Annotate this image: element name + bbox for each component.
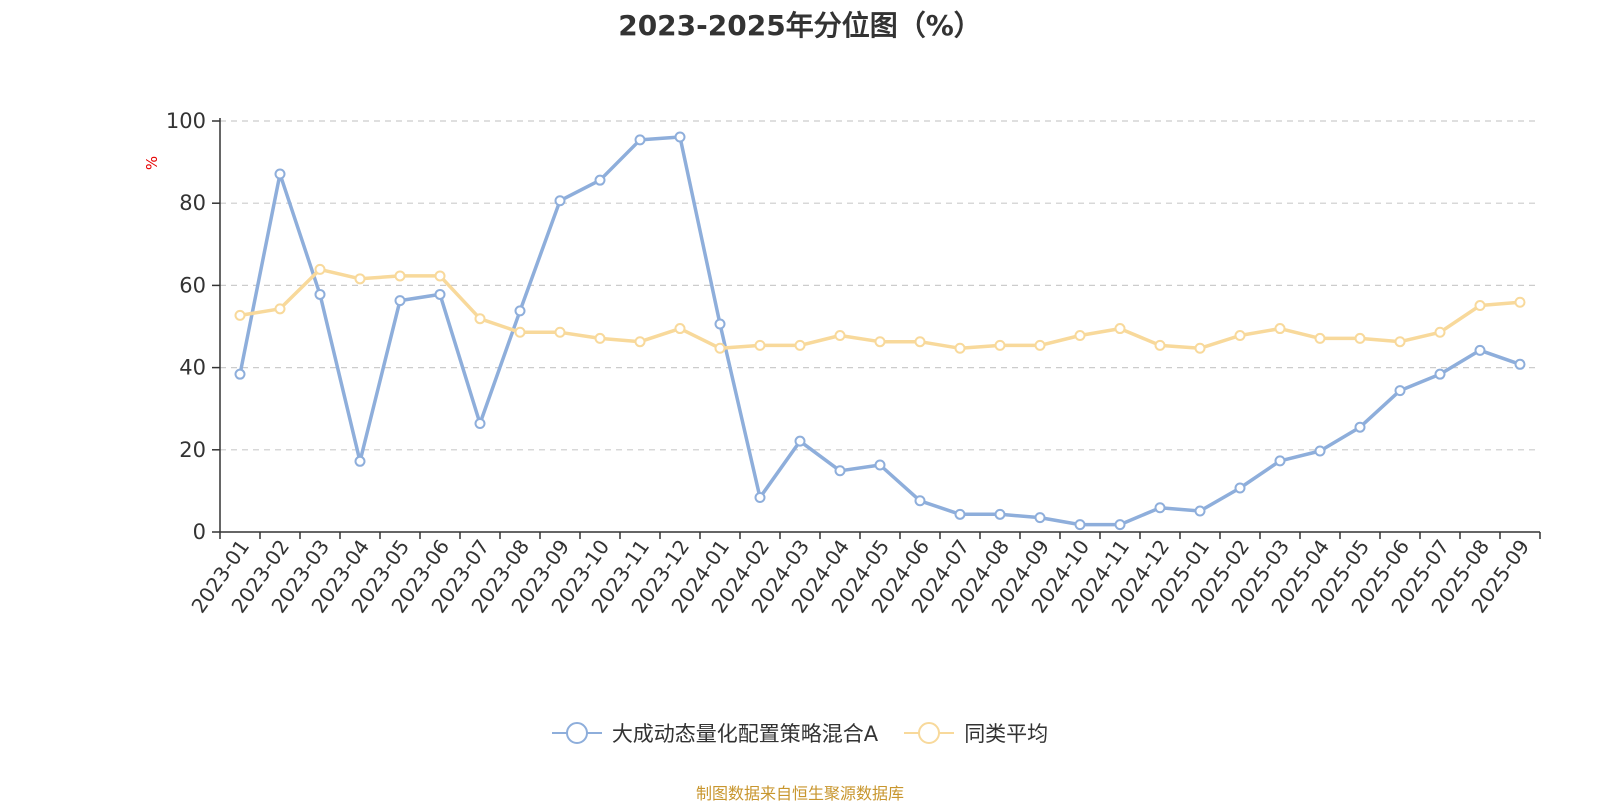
data-point-1: [794, 339, 806, 351]
data-point-1: [1234, 330, 1246, 342]
data-point-1: [994, 339, 1006, 351]
data-point-0: [754, 491, 766, 503]
data-point-0: [1074, 519, 1086, 531]
legend-label-average: 同类平均: [964, 722, 1049, 746]
grid-lines: [220, 120, 1540, 451]
data-point-1: [1274, 323, 1286, 335]
data-point-1: [514, 326, 526, 338]
data-point-1: [314, 263, 326, 275]
legend-item-average[interactable]: 同类平均: [904, 718, 1048, 748]
data-point-1: [1474, 300, 1486, 312]
y-tick-label: 0: [193, 520, 206, 544]
data-point-0: [1434, 368, 1446, 380]
data-point-0: [474, 417, 486, 429]
data-point-0: [954, 508, 966, 520]
data-point-0: [234, 368, 246, 380]
data-point-1: [1034, 339, 1046, 351]
data-point-1: [634, 336, 646, 348]
axes: 0204060801002023-012023-022023-032023-04…: [166, 109, 1541, 617]
data-point-0: [1234, 482, 1246, 494]
data-point-1: [1074, 330, 1086, 342]
data-point-0: [834, 465, 846, 477]
legend: 大成动态量化配置策略混合A 同类平均: [0, 718, 1600, 748]
data-point-0: [554, 195, 566, 207]
data-point-0: [1114, 519, 1126, 531]
data-point-1: [754, 339, 766, 351]
data-point-0: [354, 455, 366, 467]
data-point-1: [1394, 336, 1406, 348]
data-point-1: [954, 342, 966, 354]
data-point-1: [1114, 323, 1126, 335]
data-point-1: [914, 336, 926, 348]
data-point-1: [234, 309, 246, 321]
data-point-0: [274, 168, 286, 180]
data-point-0: [914, 495, 926, 507]
data-point-1: [354, 273, 366, 285]
data-point-1: [594, 332, 606, 344]
data-point-0: [1354, 421, 1366, 433]
data-point-0: [1194, 505, 1206, 517]
data-point-0: [714, 318, 726, 330]
data-point-0: [994, 508, 1006, 520]
data-point-1: [474, 313, 486, 325]
legend-swatch-average: [904, 722, 955, 744]
data-point-1: [1194, 342, 1206, 354]
data-point-0: [1514, 358, 1526, 370]
data-point-1: [274, 303, 286, 315]
data-point-1: [1514, 296, 1526, 308]
data-point-0: [394, 295, 406, 307]
data-point-0: [1474, 344, 1486, 356]
data-point-0: [874, 459, 886, 471]
data-point-1: [1354, 332, 1366, 344]
data-point-0: [794, 435, 806, 447]
data-point-1: [1314, 332, 1326, 344]
data-point-0: [1314, 445, 1326, 457]
data-point-0: [634, 134, 646, 146]
y-axis-label: %: [143, 156, 161, 170]
data-point-1: [1154, 339, 1166, 351]
data-point-0: [1394, 385, 1406, 397]
data-point-1: [714, 342, 726, 354]
data-source-note: 制图数据来自恒生聚源数据库: [695, 784, 904, 803]
data-point-0: [674, 131, 686, 143]
y-tick-label: 80: [179, 191, 206, 215]
legend-item-fund[interactable]: 大成动态量化配置策略混合A: [551, 718, 879, 748]
legend-swatch-fund: [551, 722, 602, 744]
y-tick-label: 40: [179, 356, 206, 380]
data-point-1: [834, 330, 846, 342]
y-tick-label: 60: [179, 273, 206, 297]
data-points: [234, 131, 1526, 531]
data-point-0: [1034, 512, 1046, 524]
chart-title: 2023-2025年分位图（%）: [618, 9, 982, 42]
data-point-0: [314, 288, 326, 300]
data-point-0: [514, 305, 526, 317]
data-point-0: [594, 174, 606, 186]
data-point-1: [874, 336, 886, 348]
legend-label-fund: 大成动态量化配置策略混合A: [611, 722, 879, 746]
data-point-1: [1434, 326, 1446, 338]
y-tick-label: 100: [166, 109, 206, 133]
data-point-0: [1154, 502, 1166, 514]
data-point-1: [674, 323, 686, 335]
data-point-1: [554, 326, 566, 338]
data-point-0: [1274, 455, 1286, 467]
data-point-1: [394, 270, 406, 282]
data-point-0: [434, 288, 446, 300]
data-point-1: [434, 270, 446, 282]
y-tick-label: 20: [179, 438, 206, 462]
